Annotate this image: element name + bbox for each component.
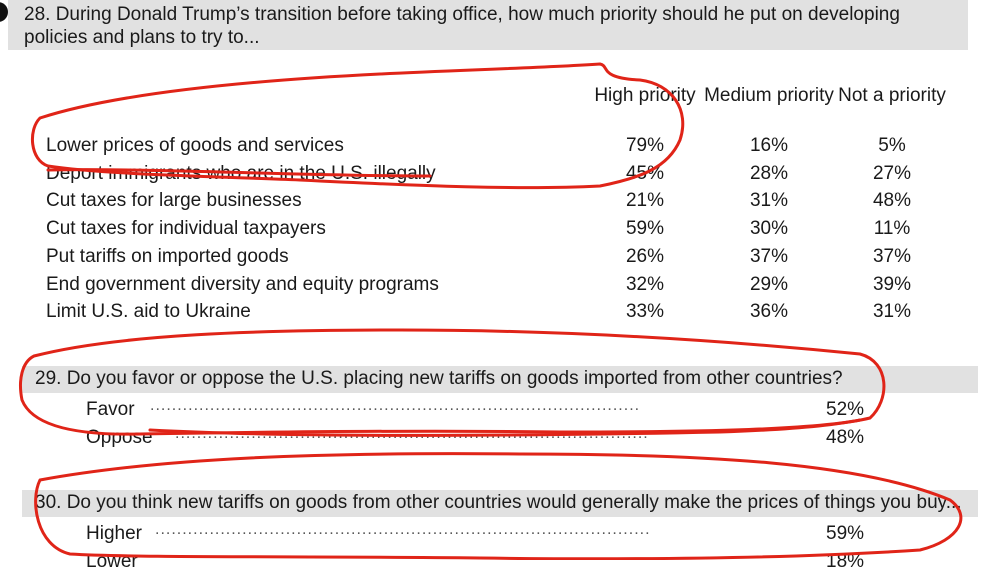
response-favor-label: Favor	[86, 399, 135, 420]
page-edge-icon	[0, 2, 8, 22]
value-high-priority: 79%	[625, 135, 665, 156]
response-oppose-value: 48%	[826, 427, 865, 448]
value-medium-priority: 16%	[749, 135, 789, 156]
response-higher-value: 59%	[826, 523, 865, 544]
value-high-priority: 32%	[625, 273, 665, 295]
header-high-priority: High priority	[594, 85, 696, 106]
value-medium-priority: 36%	[749, 301, 789, 323]
question-28-text: 28. During Donald Trump’s transition bef…	[24, 4, 900, 48]
table-row: Deport immigrants who are in the U.S. il…	[46, 163, 946, 191]
response-lower-value: 18%	[826, 551, 865, 572]
value-not-priority: 37%	[872, 245, 912, 267]
row-label: Limit U.S. aid to Ukraine	[46, 301, 251, 323]
value-not-priority: 5%	[878, 135, 906, 156]
value-medium-priority: 31%	[749, 190, 789, 212]
response-higher-label: Higher	[86, 523, 142, 544]
header-medium-priority: Medium priority	[704, 85, 834, 106]
value-medium-priority: 37%	[749, 245, 789, 267]
value-medium-priority: 29%	[749, 273, 789, 295]
row-label: Cut taxes for individual taxpayers	[46, 218, 326, 240]
response-lower-label: Lower	[86, 551, 138, 572]
question-29-bar: 29. Do you favor or oppose the U.S. plac…	[22, 366, 978, 393]
value-not-priority: 11%	[873, 218, 911, 240]
row-label: Put tariffs on imported goods	[46, 245, 289, 267]
question-29-text: 29. Do you favor or oppose the U.S. plac…	[35, 368, 843, 389]
row-label: Deport immigrants who are in the U.S. il…	[46, 162, 436, 184]
value-high-priority: 59%	[625, 218, 665, 240]
question-30-text: 30. Do you think new tariffs on goods fr…	[35, 492, 962, 513]
value-not-priority: 27%	[872, 162, 912, 184]
table-row: End government diversity and equity prog…	[46, 274, 946, 302]
value-high-priority: 26%	[625, 245, 665, 267]
value-not-priority: 31%	[872, 301, 912, 323]
row-label: End government diversity and equity prog…	[46, 273, 439, 295]
question-30-bar: 30. Do you think new tariffs on goods fr…	[22, 490, 978, 517]
header-not-priority: Not a priority	[838, 85, 946, 106]
value-high-priority: 21%	[625, 190, 665, 212]
table-row: Put tariffs on imported goods 26% 37% 37%	[46, 246, 946, 274]
table-row: Lower prices of goods and services 79% 16%…	[46, 135, 946, 163]
value-medium-priority: 30%	[749, 218, 789, 240]
value-not-priority: 48%	[872, 190, 912, 212]
table-row: Cut taxes for large businesses 21% 31% 48%	[46, 190, 946, 218]
value-medium-priority: 28%	[749, 162, 789, 184]
row-label: Lower prices of goods and services	[46, 135, 344, 156]
response-favor-value: 52%	[826, 399, 865, 420]
value-high-priority: 45%	[625, 162, 665, 184]
row-label: Cut taxes for large businesses	[46, 190, 302, 212]
value-high-priority: 33%	[625, 301, 665, 323]
table-row: Limit U.S. aid to Ukraine 33% 36% 31%	[46, 301, 946, 329]
question-28-bar: 28. During Donald Trump’s transition bef…	[8, 0, 968, 50]
response-oppose-label: Oppose	[86, 427, 153, 448]
table-row: Cut taxes for individual taxpayers 59% 30%…	[46, 218, 946, 246]
value-not-priority: 39%	[872, 273, 912, 295]
